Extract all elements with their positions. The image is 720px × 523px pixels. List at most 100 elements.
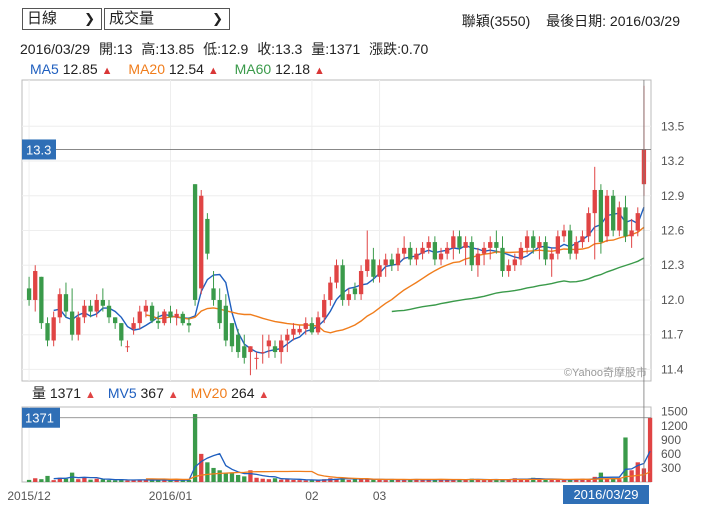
candle-body: [26, 288, 32, 300]
candle-body: [137, 311, 142, 324]
volume-bar: [131, 479, 136, 482]
volume-tick-label: 1500: [661, 405, 688, 419]
volume-bar: [617, 479, 622, 482]
indicator-select[interactable]: 成交量 ❯: [104, 8, 230, 30]
candle-body: [469, 242, 474, 266]
candle-body: [229, 323, 235, 347]
ohlc-summary: 2016/03/29 開:13 高:13.85 低:12.9 收:13.3 量:…: [20, 39, 433, 59]
volume-bar: [580, 478, 585, 482]
candle-body: [598, 189, 604, 243]
last-close-badge: [22, 139, 56, 160]
volume-bar: [574, 479, 579, 482]
candle-body: [623, 207, 628, 237]
candle-body: [192, 184, 198, 300]
last-date-badge: [563, 485, 649, 504]
candle-body: [199, 195, 204, 289]
volume-tick-label: 600: [661, 447, 681, 461]
volume-bar: [272, 478, 278, 482]
volume-bar: [235, 474, 241, 482]
volume-bar: [217, 470, 222, 482]
candle-body: [272, 346, 278, 353]
ma5-label: MA5: [30, 61, 59, 77]
volume-bar: [543, 479, 548, 482]
volume-bar: [340, 477, 345, 482]
volume-bar: [223, 473, 228, 482]
volume-bar: [647, 417, 653, 482]
ma-legend: MA5 12.85 ▲ MA20 12.54 ▲ MA60 12.18 ▲: [30, 61, 337, 77]
up-arrow-icon: ▲: [85, 389, 96, 401]
volume-bar: [395, 479, 401, 482]
volume-tick-label: 900: [661, 433, 681, 447]
ohlc-change: 漲跌:0.70: [369, 41, 429, 57]
ma60-legend: MA60 12.18 ▲: [235, 61, 325, 77]
ohlc-close: 收:13.3: [257, 41, 303, 57]
volume-bar: [33, 478, 38, 482]
ma20-line: [145, 226, 645, 334]
volume-legend-label: 量: [32, 385, 50, 401]
price-tick-label: 12.3: [661, 258, 685, 272]
price-tick-label: 12.9: [661, 189, 685, 203]
volume-bar: [365, 478, 370, 482]
volume-bar: [168, 480, 173, 482]
candle-body: [531, 236, 536, 248]
volume-bar: [371, 479, 376, 482]
candle-body: [57, 294, 62, 318]
candle-body: [574, 242, 579, 254]
volume-legend-label: MV5: [108, 385, 141, 401]
candle-body: [125, 346, 130, 348]
candle-body: [457, 236, 462, 248]
candle-body: [119, 323, 124, 341]
candle-body: [131, 323, 136, 329]
candle-body: [408, 247, 413, 260]
volume-bar: [623, 437, 628, 482]
date-tick-label: 03: [373, 489, 387, 503]
volume-bar: [192, 414, 198, 482]
candle-body: [162, 311, 167, 324]
volume-bar: [383, 480, 388, 482]
candle-body: [537, 242, 542, 248]
volume-bar: [377, 479, 382, 482]
candle-body: [186, 323, 192, 326]
ohlc-open: 開:13: [98, 41, 133, 57]
candle-body: [580, 236, 585, 243]
volume-bar: [125, 480, 130, 482]
volume-bar: [119, 479, 124, 482]
candle-body: [432, 242, 438, 260]
volume-bar: [180, 480, 185, 482]
price-tick-label: 11.7: [661, 328, 684, 342]
volume-bar: [315, 479, 321, 482]
volume-bar: [451, 479, 456, 482]
candle-body: [328, 282, 333, 300]
ohlc-volume: 量:1371: [311, 41, 361, 57]
volume-bar: [352, 479, 358, 482]
volume-bar: [143, 480, 149, 482]
ma20-legend: MA20 12.54 ▲: [128, 61, 218, 77]
volume-bar: [205, 462, 210, 482]
volume-tick-label: 300: [661, 461, 681, 475]
candle-body: [174, 313, 179, 318]
yahoo-watermark: ©Yahoo奇摩股市: [564, 365, 647, 379]
volume-bar: [586, 479, 591, 482]
period-select[interactable]: 日線 ❯: [22, 8, 102, 30]
candle-body: [365, 259, 370, 272]
price-tick-label: 12.0: [661, 293, 685, 307]
volume-legend: 量 1371 ▲ MV5 367 ▲ MV20 264 ▲: [32, 385, 269, 401]
volume-bar: [57, 477, 62, 482]
volume-bar: [445, 480, 450, 482]
candle-body: [488, 242, 493, 248]
ma60-label: MA60: [234, 61, 272, 77]
up-arrow-icon: ▲: [168, 389, 179, 401]
candle-body: [242, 346, 247, 358]
chevron-down-icon: ❯: [212, 11, 223, 26]
candle-body: [395, 253, 401, 266]
candle-body: [371, 259, 376, 277]
volume-bar: [156, 479, 161, 482]
date-tick-label: 2016/01: [149, 489, 193, 503]
volume-bar: [45, 475, 50, 482]
candle-body: [389, 259, 394, 266]
volume-bar: [457, 479, 462, 482]
candle-body: [45, 323, 50, 341]
volume-bar: [100, 479, 106, 482]
candle-body: [285, 334, 290, 341]
